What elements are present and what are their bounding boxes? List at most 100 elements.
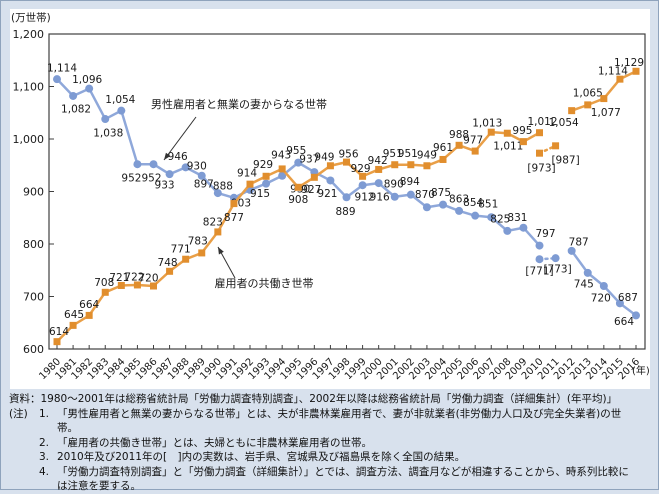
y-tick-label: 1,000 (13, 133, 45, 146)
data-point-marker (294, 158, 303, 167)
y-tick-label: 600 (23, 343, 44, 356)
data-point-marker (599, 282, 608, 290)
data-point-label: 955 (286, 145, 306, 157)
line-chart: 6007008009001,0001,1001,200(万世帯)19801981… (11, 11, 650, 382)
data-point-label: 863 (449, 193, 469, 205)
data-point-label: 1,012 (527, 116, 557, 128)
data-point-label: 722 (124, 271, 144, 283)
footnotes: 資料：1980～2001年は総務省統計局「労働力調査特別調査」、2002年以降は… (9, 392, 655, 494)
data-point-marker (423, 162, 431, 170)
data-point-marker (519, 223, 528, 232)
data-point-label: 748 (158, 257, 178, 269)
note-list: 1. 「男性雇用者と無業の妻からなる世帯」とは、夫が非農林業雇用者で、妻が非就業者… (39, 407, 655, 494)
data-point-marker (230, 200, 238, 208)
data-point-marker (358, 181, 367, 190)
data-point-label: 915 (250, 188, 270, 200)
data-point-marker (616, 75, 624, 83)
notes-block: (注) 1. 「男性雇用者と無業の妻からなる世帯」とは、夫が非農林業雇用者で、妻が… (9, 407, 655, 494)
footnote-item: 2. 「雇用者の共働き世帯」とは、夫婦ともに非農林業雇用者の世帯。 (39, 436, 655, 451)
data-point-label: [987] (551, 154, 579, 166)
source-note: 資料：1980～2001年は総務省統計局「労働力調査特別調査」、2002年以降は… (9, 393, 618, 405)
data-point-marker (53, 75, 61, 84)
data-point-label: 721 (109, 272, 129, 284)
data-point-label: 823 (203, 216, 223, 228)
data-point-marker (583, 268, 592, 277)
data-point-label: 1,114 (598, 66, 628, 78)
footnote-text: 「男性雇用者と無業の妻からなる世帯」とは、夫が非農林業雇用者で、妻が非就業者(非… (57, 407, 622, 435)
data-point-label: 664 (79, 299, 99, 311)
data-point-label: [771] (525, 266, 553, 278)
data-point-marker (391, 161, 399, 169)
data-point-label: 914 (237, 168, 257, 180)
data-point-marker (487, 128, 495, 136)
data-point-marker (552, 142, 560, 150)
data-point-label: 664 (614, 316, 634, 328)
data-point-marker (503, 226, 512, 235)
data-point-label: 977 (463, 135, 483, 147)
footnote-item: 1. 「男性雇用者と無業の妻からなる世帯」とは、夫が非農林業雇用者で、妻が非就業者… (39, 407, 655, 436)
data-point-marker (149, 160, 158, 169)
data-point-marker (133, 281, 141, 289)
chart-panel: 600 700 800 900 1,000 1,100 1,200 (万世帯) 1980 1981… (10, 9, 650, 389)
y-tick-label: 700 (23, 291, 44, 304)
data-point-marker (375, 165, 383, 173)
data-point-marker (182, 255, 190, 263)
series-annotation-label: 雇用者の共働き世帯 (215, 276, 314, 290)
annotation-arrowhead (164, 152, 171, 160)
annotation-arrow-line (163, 116, 197, 161)
data-point-label: [973] (527, 163, 555, 175)
data-point-marker (278, 165, 286, 173)
data-point-label: 645 (64, 309, 84, 321)
y-tick-label: 1,200 (13, 28, 45, 41)
data-point-marker (455, 206, 464, 215)
footnote-number: 1. (39, 407, 50, 420)
data-point-label: 921 (317, 188, 337, 200)
data-point-marker (166, 267, 174, 275)
data-point-label: 1,038 (93, 128, 123, 140)
data-point-marker (213, 189, 222, 198)
data-point-marker (85, 84, 94, 93)
data-point-marker (342, 193, 351, 202)
data-point-label: 956 (338, 149, 358, 161)
data-point-marker (503, 129, 511, 137)
data-point-label: 888 (213, 180, 233, 192)
data-point-marker (615, 299, 624, 308)
data-point-label: 930 (187, 160, 207, 172)
data-point-label: 951 (383, 148, 403, 160)
note-label: (注) (9, 407, 28, 420)
data-point-marker (632, 311, 640, 320)
data-point-label: 720 (591, 293, 611, 305)
data-point-label: 877 (224, 212, 244, 224)
data-point-label: 745 (574, 278, 594, 290)
data-point-label: 851 (478, 199, 498, 211)
data-point-marker (407, 161, 415, 169)
data-point-label: 946 (168, 151, 188, 163)
data-point-label: 929 (351, 163, 371, 175)
data-point-marker (101, 288, 109, 296)
footnote-item: 4. 「労働力調査特別調査」と「労働力調査（詳細集計）」とでは、調査方法、調査月な… (39, 465, 655, 494)
data-point-marker (406, 190, 415, 199)
data-point-marker (278, 171, 287, 180)
data-point-label: 889 (335, 206, 355, 218)
data-point-marker (584, 101, 592, 109)
data-point-label: 797 (535, 228, 555, 240)
data-point-marker (262, 172, 270, 180)
data-point-label: 951 (398, 148, 418, 160)
data-point-marker (536, 129, 543, 137)
data-point-label: 929 (253, 159, 273, 171)
data-point-marker (471, 211, 480, 220)
footnote-item: 3. 2010年及び2011年の[ ]内の実数は、岩手県、宮城県及び福島県を除く全… (39, 450, 655, 465)
data-point-marker (197, 171, 206, 180)
data-point-marker (422, 203, 431, 212)
data-point-marker (133, 160, 142, 169)
data-point-marker (535, 241, 544, 250)
data-point-label: 783 (188, 235, 208, 247)
data-point-label: 1,011 (493, 141, 523, 153)
data-point-label: 1,065 (573, 87, 603, 99)
data-point-marker (85, 311, 93, 319)
data-point-label: 1,054 (549, 117, 579, 129)
data-point-label: 933 (155, 180, 175, 192)
x-axis-unit-label: (年) (632, 364, 650, 377)
data-point-marker (343, 158, 350, 166)
